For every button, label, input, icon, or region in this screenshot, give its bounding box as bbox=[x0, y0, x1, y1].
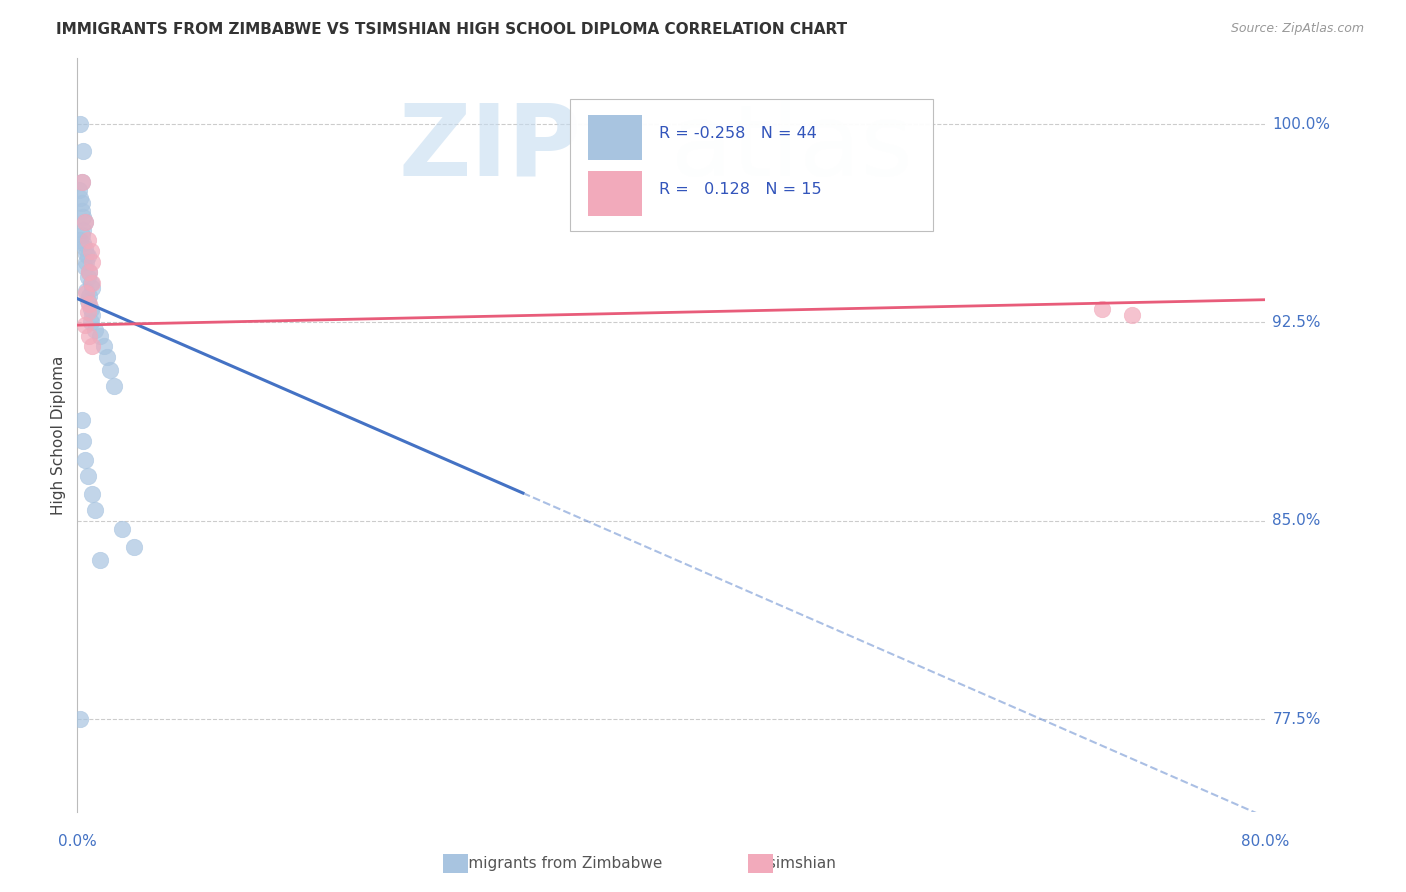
Text: Source: ZipAtlas.com: Source: ZipAtlas.com bbox=[1230, 22, 1364, 36]
Text: 0.0%: 0.0% bbox=[58, 834, 97, 849]
Point bbox=[70, 228, 93, 243]
Point bbox=[93, 339, 115, 353]
Point bbox=[69, 712, 91, 726]
Point bbox=[77, 265, 100, 279]
Point bbox=[111, 522, 134, 536]
Point bbox=[82, 276, 104, 290]
Point bbox=[69, 191, 91, 205]
Point bbox=[80, 315, 103, 329]
Text: atlas: atlas bbox=[672, 100, 912, 197]
Point bbox=[73, 453, 96, 467]
Point bbox=[82, 254, 104, 268]
Point bbox=[70, 204, 93, 219]
Point bbox=[82, 281, 104, 295]
Text: IMMIGRANTS FROM ZIMBABWE VS TSIMSHIAN HIGH SCHOOL DIPLOMA CORRELATION CHART: IMMIGRANTS FROM ZIMBABWE VS TSIMSHIAN HI… bbox=[56, 22, 848, 37]
Point bbox=[84, 323, 107, 337]
Point bbox=[72, 210, 94, 224]
Point bbox=[70, 175, 93, 189]
Point bbox=[75, 254, 97, 268]
Point bbox=[76, 270, 98, 285]
Point bbox=[73, 215, 96, 229]
Text: 80.0%: 80.0% bbox=[1241, 834, 1289, 849]
Point bbox=[72, 236, 94, 251]
Point bbox=[80, 244, 103, 258]
Text: Immigrants from Zimbabwe: Immigrants from Zimbabwe bbox=[449, 856, 662, 871]
Point bbox=[103, 379, 125, 393]
Point bbox=[67, 183, 90, 197]
Point bbox=[1091, 302, 1114, 317]
Y-axis label: High School Diploma: High School Diploma bbox=[51, 355, 66, 515]
Point bbox=[76, 234, 98, 248]
Point bbox=[73, 241, 96, 255]
FancyBboxPatch shape bbox=[571, 99, 932, 231]
Point bbox=[72, 434, 94, 449]
Point bbox=[96, 350, 118, 364]
Point bbox=[76, 294, 98, 309]
Point bbox=[72, 144, 94, 158]
Point bbox=[76, 468, 98, 483]
Point bbox=[122, 541, 145, 555]
Point bbox=[76, 249, 98, 263]
Point bbox=[75, 284, 97, 298]
Point bbox=[89, 553, 111, 567]
Point bbox=[77, 265, 100, 279]
Point bbox=[70, 413, 93, 427]
Point bbox=[70, 175, 93, 189]
Point bbox=[80, 276, 103, 290]
Point bbox=[73, 215, 96, 229]
Point bbox=[77, 297, 100, 311]
Text: ZIP: ZIP bbox=[398, 100, 581, 197]
Text: 100.0%: 100.0% bbox=[1272, 117, 1330, 132]
Text: Tsimshian: Tsimshian bbox=[761, 856, 837, 871]
Text: R =   0.128   N = 15: R = 0.128 N = 15 bbox=[659, 182, 823, 197]
Text: 85.0%: 85.0% bbox=[1272, 513, 1320, 528]
Point bbox=[77, 328, 100, 343]
Point bbox=[82, 308, 104, 322]
Point bbox=[75, 246, 97, 260]
Point bbox=[76, 305, 98, 319]
Point bbox=[69, 234, 91, 248]
Point bbox=[73, 318, 96, 332]
Text: R = -0.258   N = 44: R = -0.258 N = 44 bbox=[659, 126, 817, 141]
Text: 77.5%: 77.5% bbox=[1272, 712, 1320, 727]
Point bbox=[1121, 308, 1143, 322]
Point bbox=[82, 487, 104, 501]
Point bbox=[72, 223, 94, 237]
Point bbox=[89, 328, 111, 343]
Point bbox=[77, 289, 100, 303]
Point bbox=[69, 117, 91, 131]
Point bbox=[84, 503, 107, 517]
Point bbox=[98, 363, 121, 377]
FancyBboxPatch shape bbox=[588, 114, 641, 160]
Point bbox=[75, 286, 97, 301]
Point bbox=[70, 196, 93, 211]
Point bbox=[80, 302, 103, 317]
Text: 92.5%: 92.5% bbox=[1272, 315, 1320, 330]
FancyBboxPatch shape bbox=[588, 171, 641, 216]
Point bbox=[73, 260, 96, 274]
Point bbox=[82, 339, 104, 353]
